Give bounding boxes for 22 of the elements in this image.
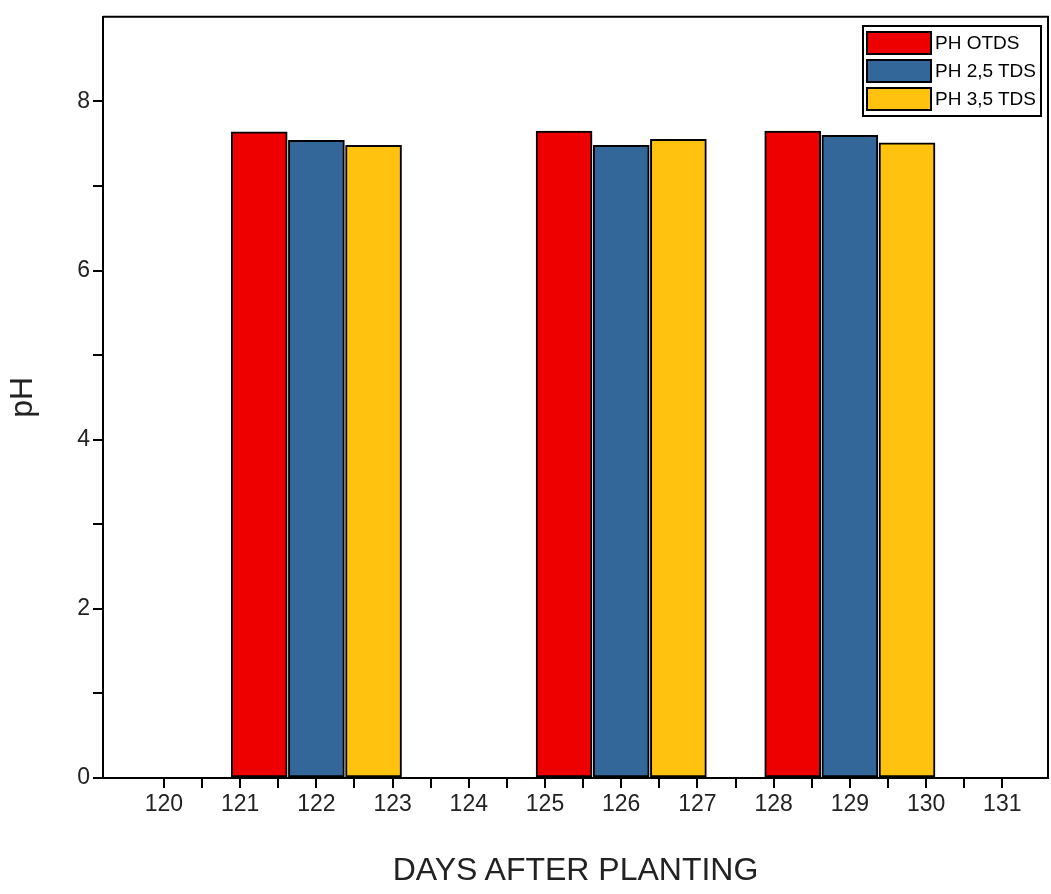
legend-label: PH OTDS <box>934 30 1020 55</box>
legend-label: PH 3,5 TDS <box>934 86 1036 111</box>
x-tick-label: 123 <box>373 790 412 817</box>
y-tick-label: 8 <box>77 86 90 113</box>
y-tick-label: 4 <box>77 425 91 452</box>
x-axis-title: DAYS AFTER PLANTING <box>392 850 759 887</box>
x-tick-label: 130 <box>906 790 946 817</box>
y-axis-title: pH <box>3 376 40 418</box>
x-tick-label: 128 <box>754 790 793 817</box>
y-tick-label: 0 <box>77 763 90 790</box>
x-tick-label: 120 <box>144 790 184 817</box>
x-tick-label: 126 <box>602 790 641 817</box>
x-tick-label: 122 <box>297 790 336 817</box>
x-tick-label: 129 <box>830 790 870 817</box>
x-tick-label: 121 <box>220 790 260 817</box>
x-tick-label: 125 <box>525 790 565 817</box>
x-tick-label: 127 <box>678 790 717 817</box>
x-tick-label: 131 <box>983 790 1022 817</box>
legend-label: PH 2,5 TDS <box>934 58 1036 83</box>
y-tick-label: 2 <box>77 594 90 621</box>
y-tick-label: 6 <box>77 255 90 282</box>
x-tick-label: 124 <box>449 790 489 817</box>
